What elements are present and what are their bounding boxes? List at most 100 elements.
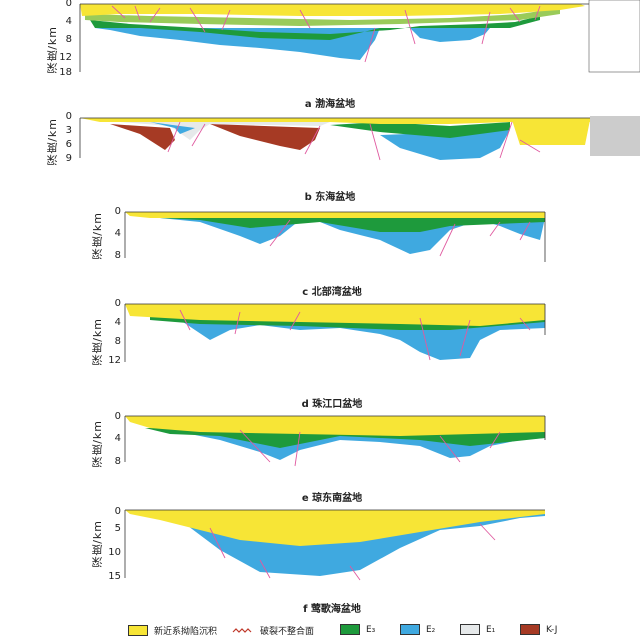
legend-swatch-neogene xyxy=(128,625,148,636)
panel-a-fault-6 xyxy=(299,9,311,29)
tick-a-1: 4 xyxy=(65,16,72,27)
legend-item-unconformity: 破裂不整合面 xyxy=(232,624,314,637)
panel-a-right-block xyxy=(588,0,640,73)
panel-a-fault-9 xyxy=(481,11,491,45)
panel-b-kj-fill xyxy=(110,124,175,150)
panel-e-fault-2 xyxy=(294,431,301,467)
panel-b-fault-4 xyxy=(499,121,513,159)
panel-e-fault-1 xyxy=(239,429,271,463)
panel-a-fault-2 xyxy=(134,5,141,21)
panel-a-green-light xyxy=(85,8,560,26)
legend-swatch-e1 xyxy=(460,624,480,635)
panel-b-e2-fill xyxy=(380,130,510,160)
tick-a-3: 12 xyxy=(59,52,72,63)
caption-d: d 珠江口盆地 xyxy=(301,399,363,410)
panel-b-right-block xyxy=(590,116,640,156)
panel-d-fault-3 xyxy=(289,311,301,331)
caption-a: a 渤海盆地 xyxy=(304,99,356,110)
panel-a-fault-1 xyxy=(111,5,126,19)
panel-d-fault-1 xyxy=(179,309,191,331)
panel-b-fault-5 xyxy=(369,123,381,161)
tick-b-2: 6 xyxy=(65,139,72,150)
tick-d-3: 12 xyxy=(108,355,121,366)
panel-a-fault-5 xyxy=(221,9,231,31)
panel-d-faults xyxy=(179,309,531,361)
panel-d-fault-2 xyxy=(234,311,241,335)
tick-d-0: 0 xyxy=(114,298,121,309)
tick-b-1: 3 xyxy=(65,125,72,136)
panel-a-fault-10 xyxy=(509,7,521,23)
panel-b-neogene-fill xyxy=(80,118,590,124)
panel-b-fault-2 xyxy=(191,123,206,147)
panel-c-fault-3 xyxy=(489,221,501,237)
panel-a-fault-7 xyxy=(364,27,376,63)
panel-b-fault-6 xyxy=(519,139,541,153)
tick-a-4: 18 xyxy=(59,67,72,78)
tick-d-1: 4 xyxy=(114,317,121,328)
panel-e-neogene-fill xyxy=(125,416,545,436)
panel-f-faults xyxy=(209,523,496,581)
tick-f-1: 5 xyxy=(114,523,121,534)
panel-b-fault-3 xyxy=(304,125,321,155)
panel-d-fault-4 xyxy=(419,317,431,361)
panel-a-e2-fill-right xyxy=(410,28,490,42)
tick-a-2: 8 xyxy=(65,34,72,45)
panel-b-fault-1 xyxy=(167,121,181,153)
tick-d-2: 8 xyxy=(114,336,121,347)
tick-a-0: 0 xyxy=(65,0,72,9)
section-c xyxy=(124,211,546,262)
tick-b-0: 0 xyxy=(65,111,72,122)
legend-label-neogene: 新近系拗陷沉积 xyxy=(154,627,218,637)
legend-label-e3: E₃ xyxy=(366,624,376,635)
panel-c-fault-4 xyxy=(519,221,531,241)
caption-e: e 琼东南盆地 xyxy=(301,493,363,504)
tick-c-2: 8 xyxy=(114,250,121,261)
panel-a-fault-11 xyxy=(534,5,541,21)
section-d xyxy=(124,303,546,362)
caption-b: b 东海盆地 xyxy=(304,192,356,203)
panel-a-e3-fill xyxy=(90,16,540,40)
tick-e-0: 0 xyxy=(114,411,121,422)
tick-b-3: 9 xyxy=(65,153,72,164)
tick-f-2: 10 xyxy=(108,547,121,558)
panel-f-neogene-fill xyxy=(125,510,545,546)
panel-a-fault-3 xyxy=(149,7,161,23)
panel-d-neogene-fill xyxy=(125,304,545,326)
panel-b-kj-fill-2 xyxy=(210,124,320,150)
panel-c-neogene-fill xyxy=(125,212,545,218)
tick-f-0: 0 xyxy=(114,506,121,517)
panel-b-faults xyxy=(167,121,541,161)
panel-c-e3-fill xyxy=(150,216,545,232)
legend-item-e2: E₂ xyxy=(400,624,435,635)
legend-label-e1: E₁ xyxy=(486,624,496,635)
tick-c-0: 0 xyxy=(114,206,121,217)
section-a xyxy=(79,0,640,73)
caption-f: f 莺歌海盆地 xyxy=(303,604,361,615)
panel-b-neogene-right xyxy=(512,120,590,145)
unconformity-icon xyxy=(232,627,252,633)
panel-d-fault-5 xyxy=(459,319,471,357)
tick-c-1: 4 xyxy=(114,228,121,239)
panel-c-fault-2 xyxy=(439,223,456,257)
section-e xyxy=(124,415,546,467)
panel-e-faults xyxy=(239,429,501,467)
legend: 新近系拗陷沉积 破裂不整合面 E₃ E₂ E₁ K-J xyxy=(0,620,640,640)
tick-e-2: 8 xyxy=(114,456,121,467)
legend-label-e2: E₂ xyxy=(426,624,436,635)
section-b xyxy=(79,116,640,161)
section-f xyxy=(124,509,545,581)
panel-e-fault-3 xyxy=(439,435,461,463)
panel-f-fault-3 xyxy=(349,565,361,581)
panel-b-e3-fill xyxy=(330,122,510,138)
panel-c-fault-1 xyxy=(269,219,291,247)
legend-swatch-e3 xyxy=(340,624,360,635)
legend-item-kj: K-J xyxy=(520,624,557,635)
panel-a-faults xyxy=(111,5,541,63)
panel-f-fault-1 xyxy=(209,527,226,559)
panel-a-fault-4 xyxy=(189,7,206,33)
legend-item-e3: E₃ xyxy=(340,624,375,635)
legend-swatch-e2 xyxy=(400,624,420,635)
panel-b-e2-left xyxy=(150,122,195,134)
panel-a-neogene-fill xyxy=(80,4,585,16)
